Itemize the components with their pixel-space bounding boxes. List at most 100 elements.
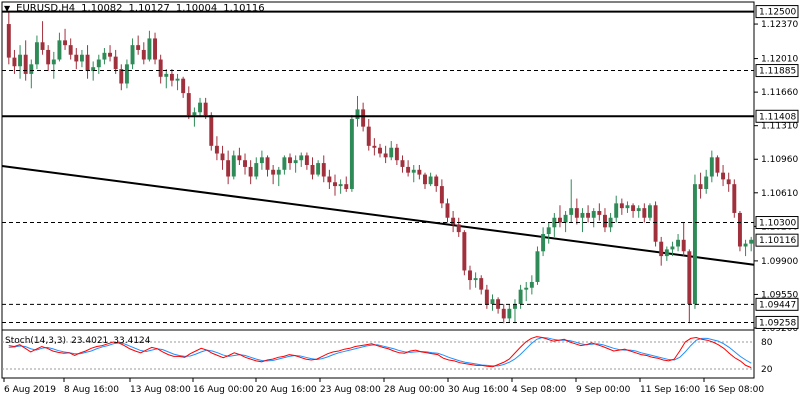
- candle-body: [749, 239, 754, 244]
- candle: [698, 172, 703, 199]
- candle-body: [468, 270, 472, 281]
- candle-body: [619, 203, 624, 209]
- level-price-label: 1.09258: [759, 318, 796, 328]
- current-price-box: [755, 233, 799, 247]
- candle-body: [68, 45, 73, 55]
- candle-body: [141, 49, 146, 60]
- time-tick-label: 4 Sep 08:00: [512, 385, 567, 395]
- open-value: 1.10082: [81, 3, 123, 14]
- candle-body: [400, 160, 405, 167]
- candle: [333, 174, 337, 196]
- candle: [411, 165, 416, 183]
- candle: [580, 208, 585, 233]
- price-tick-label: 1.11660: [761, 88, 798, 98]
- candle-body: [57, 40, 62, 60]
- candle: [265, 155, 270, 177]
- candle: [625, 201, 630, 213]
- candle: [102, 48, 107, 65]
- candle-body: [18, 54, 23, 67]
- candle: [321, 155, 326, 183]
- time-tick-label: 16 Aug 00:00: [193, 385, 254, 395]
- candle-body: [254, 163, 259, 177]
- candle: [513, 299, 517, 324]
- candle-body: [462, 232, 467, 271]
- candle: [164, 69, 169, 89]
- level-price-box: [755, 5, 799, 19]
- level-price-box: [755, 64, 799, 78]
- candle-body: [153, 38, 158, 60]
- candle-body: [743, 243, 748, 247]
- candle-body: [580, 212, 585, 218]
- candle: [501, 304, 506, 324]
- candle: [276, 166, 281, 187]
- candle-body: [265, 157, 270, 170]
- candle: [344, 176, 349, 192]
- candle: [591, 208, 596, 228]
- candle-body: [198, 102, 202, 113]
- price-tick-label: 1.09900: [761, 257, 798, 267]
- candle-body: [636, 208, 641, 212]
- candle: [406, 160, 411, 177]
- current-price-label: 1.10116: [759, 236, 796, 246]
- candle-body: [423, 174, 427, 185]
- candle: [243, 153, 247, 175]
- level-price-box: [755, 315, 799, 329]
- candle: [51, 51, 56, 79]
- candle-body: [349, 118, 354, 189]
- candle: [23, 40, 28, 81]
- candle-body: [316, 163, 321, 175]
- close-value: 1.10116: [223, 3, 265, 14]
- candle-body: [321, 163, 326, 177]
- candle: [423, 172, 427, 189]
- candle-body: [434, 176, 439, 187]
- candle: [186, 86, 191, 119]
- candle: [456, 217, 461, 237]
- candle-body: [40, 42, 45, 50]
- candle-body: [602, 214, 607, 228]
- candle-body: [715, 157, 720, 173]
- candle-body: [394, 147, 399, 161]
- candle-body: [484, 289, 489, 305]
- candle-body: [704, 176, 709, 189]
- candle: [310, 157, 315, 180]
- triangle-down-icon[interactable]: ▼: [4, 4, 11, 13]
- price-tick-label: 1.09200: [761, 324, 798, 334]
- candle-body: [709, 157, 714, 177]
- candle-body: [659, 241, 664, 257]
- candle: [63, 28, 68, 50]
- candle: [496, 297, 501, 314]
- candle-body: [147, 38, 152, 60]
- candle-body: [529, 281, 534, 288]
- candle-body: [186, 93, 191, 116]
- candle-body: [647, 205, 652, 218]
- candle: [614, 195, 619, 223]
- candle: [664, 246, 669, 261]
- candle-body: [333, 182, 337, 187]
- candle-body: [726, 179, 731, 185]
- candle-body: [288, 157, 292, 164]
- candle: [681, 222, 686, 257]
- candle-body: [608, 217, 613, 228]
- candle-body: [361, 109, 366, 127]
- candle-body: [344, 184, 349, 189]
- candle: [271, 165, 276, 185]
- candle-body: [614, 203, 619, 218]
- candle: [124, 59, 129, 89]
- candle: [79, 49, 84, 68]
- trendline-layer: [1, 164, 755, 266]
- candle: [226, 150, 231, 185]
- candle-body: [366, 126, 371, 146]
- candle: [293, 155, 298, 173]
- high-value: 1.10127: [128, 3, 170, 14]
- candle-body: [524, 287, 529, 290]
- candle: [108, 45, 113, 62]
- candle: [732, 179, 737, 218]
- stochastic-main-line: [8, 336, 752, 369]
- candle-body: [558, 217, 562, 223]
- candle-body: [304, 155, 309, 165]
- candles-layer: [6, 11, 754, 324]
- time-tick-label: 20 Aug 16:00: [256, 385, 317, 395]
- candle-body: [681, 239, 686, 252]
